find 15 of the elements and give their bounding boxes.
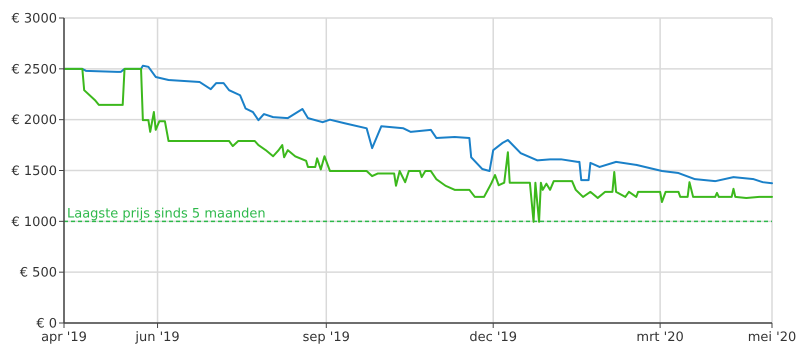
ref-line-label: Laagste prijs sinds 5 maanden (67, 206, 266, 222)
y-tick-label: € 0 (36, 316, 57, 332)
y-tick-label: € 1500 (12, 164, 57, 180)
y-tick-label: € 1000 (12, 214, 57, 230)
y-tick-label: € 3000 (12, 12, 57, 27)
x-tick-label: mei '20 (748, 330, 796, 345)
y-tick-label: € 2000 (12, 113, 57, 128)
x-tick-label: jun '19 (134, 330, 180, 345)
y-tick-label: € 2500 (12, 62, 57, 78)
x-tick-label: mrt '20 (636, 330, 684, 345)
line-series (63, 68, 773, 223)
x-tick-label: dec '19 (469, 330, 518, 345)
y-tick-label: € 500 (20, 266, 57, 281)
x-tick-label: sep '19 (302, 330, 350, 345)
x-tick-label: apr '19 (41, 330, 87, 345)
